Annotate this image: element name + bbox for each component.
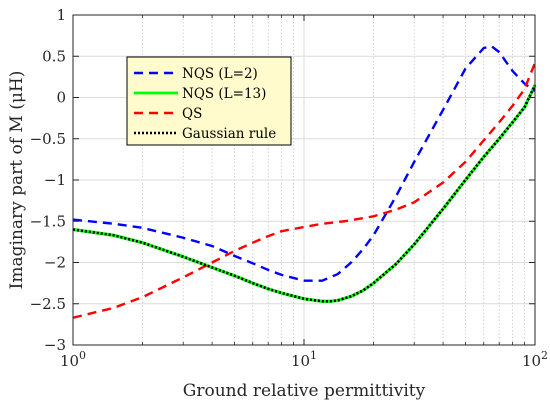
legend-items: NQS (L=2) NQS (L=13) QS Gaussian rule <box>134 66 276 142</box>
y-tick-label: −2 <box>44 254 66 272</box>
x-tick-label-exponent: 2 <box>541 349 548 362</box>
x-tick-label-base: 10 <box>60 352 79 370</box>
legend-label: NQS (L=2) <box>182 66 258 82</box>
series-layer <box>72 45 537 319</box>
legend-label: QS <box>182 106 202 122</box>
y-tick-label: 1 <box>56 6 66 24</box>
x-tick-label-exponent: 0 <box>79 349 86 362</box>
y-tick-label: −2.5 <box>30 295 66 313</box>
y-tick-label: −0.5 <box>30 130 66 148</box>
x-tick-label-exponent: 1 <box>310 349 317 362</box>
y-axis-label: Imaginary part of M (μH) <box>7 71 27 290</box>
series-line-gaussian-rule <box>72 84 537 303</box>
x-axis-label: Ground relative permittivity <box>183 381 426 401</box>
y-tick-label: −3 <box>44 336 66 354</box>
x-tick-label: 100 <box>60 349 86 370</box>
x-tick-label-base: 10 <box>522 352 541 370</box>
x-tick-label-base: 10 <box>291 352 310 370</box>
y-tick-label: 0 <box>56 89 66 107</box>
ticks <box>72 14 536 346</box>
y-tick-label: 0.5 <box>42 47 66 65</box>
series-line-nqs-l-2 <box>72 45 536 282</box>
legend-label: NQS (L=13) <box>182 86 266 102</box>
y-tick-label: −1 <box>44 171 66 189</box>
series-line-qs <box>72 62 537 319</box>
legend: NQS (L=2) NQS (L=13) QS Gaussian rule <box>126 56 292 146</box>
x-tick-label: 102 <box>522 349 548 370</box>
x-tick-label: 101 <box>291 349 317 370</box>
legend-box <box>126 56 292 146</box>
y-tick-label: −1.5 <box>30 212 66 230</box>
legend-label: Gaussian rule <box>182 126 276 142</box>
